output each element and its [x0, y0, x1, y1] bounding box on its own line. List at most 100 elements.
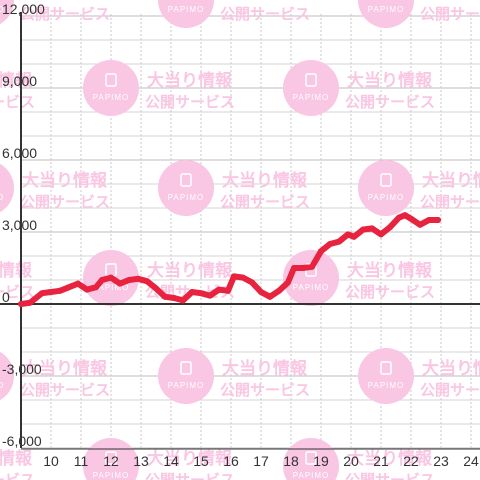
watermark-badge: PAPIMO: [293, 471, 330, 480]
x-tick-label: 24: [463, 453, 479, 469]
data-point: [318, 248, 324, 255]
y-tick-label: -3,000: [2, 361, 42, 377]
watermark-circle: [358, 348, 414, 404]
watermark-phone-icon: [180, 173, 192, 187]
watermark-line1: 大当り情報: [147, 70, 233, 91]
data-point: [417, 221, 423, 228]
data-point: [153, 285, 159, 292]
watermark-line2: 公開サービス: [0, 471, 35, 480]
data-point: [435, 217, 441, 223]
data-point: [75, 280, 81, 287]
data-point: [135, 275, 141, 282]
watermark-badge: PAPIMO: [168, 381, 205, 390]
watermark-line1: 大当り情報: [22, 358, 108, 379]
y-tick-label: 9,000: [2, 73, 37, 89]
data-point: [108, 274, 114, 281]
data-point: [48, 289, 54, 295]
y-tick-label: 0: [2, 289, 10, 305]
watermark-circle: [0, 163, 14, 213]
watermark-badge: PAPIMO: [168, 5, 205, 14]
data-point: [240, 274, 246, 281]
watermark-line1: 大当り情報: [222, 0, 308, 3]
watermark-badge: PAPIMO: [93, 283, 130, 292]
watermark-badge: PAPIMO: [168, 193, 205, 202]
watermark-line1: 大当り情報: [347, 70, 433, 91]
data-point: [144, 278, 150, 285]
data-point: [93, 284, 99, 291]
y-tick-label: -6,000: [2, 433, 42, 449]
watermark-line1: 大当り情報: [422, 358, 480, 379]
y-tick-label: 3,000: [2, 217, 37, 233]
watermark-badge: PAPIMO: [368, 5, 405, 14]
watermark-badge: PAPIMO: [0, 193, 4, 202]
data-point: [249, 279, 255, 286]
watermark-line1: 大当り情報: [222, 358, 308, 379]
watermark-line1: 大当り情報: [22, 0, 108, 3]
data-point: [231, 273, 237, 280]
watermark-badge: PAPIMO: [0, 5, 4, 14]
watermark-line2: 公開サービス: [345, 283, 435, 301]
x-tick-label: 19: [313, 453, 329, 469]
watermark-line1: 大当り情報: [0, 260, 33, 281]
watermark-line2: 公開サービス: [0, 283, 35, 301]
y-tick-label: 6,000: [2, 145, 37, 161]
data-point: [300, 265, 306, 271]
watermark-badge: PAPIMO: [293, 93, 330, 102]
data-point: [276, 287, 282, 294]
watermark-line2: 公開サービス: [20, 381, 110, 399]
watermark-line2: 公開サービス: [220, 5, 310, 23]
watermark-line2: 公開サービス: [345, 93, 435, 111]
x-tick-label: 10: [43, 453, 59, 469]
watermark-circle: [0, 0, 14, 25]
axes: [0, 12, 480, 450]
data-point: [402, 212, 408, 219]
watermark-line2: 公開サービス: [220, 381, 310, 399]
y-tick-label: 12,000: [2, 1, 45, 17]
data-point: [408, 215, 414, 222]
data-point: [225, 287, 231, 294]
watermark-phone-icon: [105, 73, 117, 87]
data-point: [387, 224, 393, 231]
watermark-line2: 公開サービス: [20, 193, 110, 211]
x-tick-label: 17: [253, 453, 269, 469]
data-point: [426, 217, 432, 223]
watermark-line2: 公開サービス: [0, 93, 35, 111]
data-point: [99, 277, 105, 283]
data-point: [180, 297, 186, 304]
data-point: [18, 301, 24, 307]
watermark-line2: 公開サービス: [145, 93, 235, 111]
watermark-line2: 公開サービス: [220, 193, 310, 211]
data-point: [84, 286, 90, 293]
watermark-phone-icon: [305, 451, 317, 465]
x-tick-label: 15: [193, 453, 209, 469]
watermark-badge: PAPIMO: [93, 93, 130, 102]
data-point: [126, 277, 132, 283]
x-tick-label: 13: [133, 453, 149, 469]
data-point: [309, 263, 315, 270]
watermark-line1: 大当り情報: [147, 448, 233, 469]
watermark-line1: 大当り情報: [422, 0, 480, 3]
watermark-circle: [158, 348, 214, 404]
data-point: [267, 293, 273, 300]
watermark-line1: 大当り情報: [22, 170, 108, 191]
data-point: [345, 231, 351, 238]
watermark-badge: PAPIMO: [293, 283, 330, 292]
data-point: [117, 280, 123, 287]
data-point: [285, 279, 291, 286]
watermark-line1: 大当り情報: [0, 448, 33, 469]
data-point: [27, 299, 33, 306]
watermark-phone-icon: [180, 361, 192, 375]
watermark-line2: 公開サービス: [20, 5, 110, 23]
data-point: [327, 241, 333, 247]
